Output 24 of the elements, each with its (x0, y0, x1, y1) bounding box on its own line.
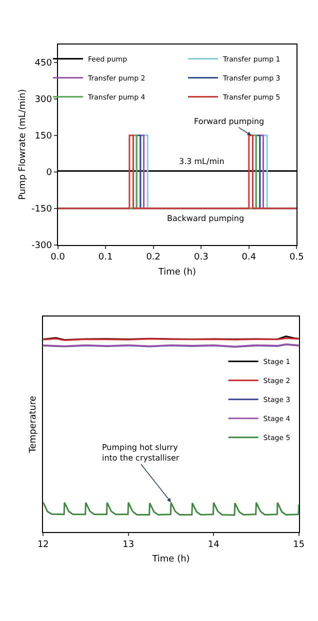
y-tick-label: -300 (32, 240, 52, 251)
y-tick-label: 300 (34, 95, 52, 106)
y-tick-label: -150 (32, 204, 52, 214)
x-tick-label: 0.2 (146, 252, 161, 263)
annotation: Forward pumping (194, 117, 264, 126)
y-tick-label: 150 (34, 132, 52, 142)
x-tick-label: 0.0 (50, 252, 66, 263)
x-tick-label: 13 (122, 540, 134, 550)
x-tick-label: 0.3 (194, 252, 208, 263)
y-axis-title: Temperature (28, 395, 39, 454)
y-tick-label: 0 (46, 168, 52, 178)
x-tick-label: 0.1 (98, 252, 113, 263)
x-tick-label: 14 (208, 540, 220, 550)
x-tick-label: 12 (37, 540, 49, 550)
y-tick-label: 450 (34, 58, 52, 69)
annotation: Pumping hot slurry into the crystalliser (102, 443, 180, 462)
annotation: Backward pumping (167, 214, 244, 223)
x-axis-title: Time (h) (157, 267, 196, 278)
x-tick-label: 0.4 (242, 252, 256, 263)
x-axis-title: Time (h) (151, 554, 190, 565)
annotation: 3.3 mL/min (179, 157, 224, 166)
y-axis-title: Pump Flowrate (mL/min) (18, 89, 28, 200)
x-tick-label: 15 (293, 540, 305, 550)
x-tick-label: 0.5 (290, 252, 304, 263)
